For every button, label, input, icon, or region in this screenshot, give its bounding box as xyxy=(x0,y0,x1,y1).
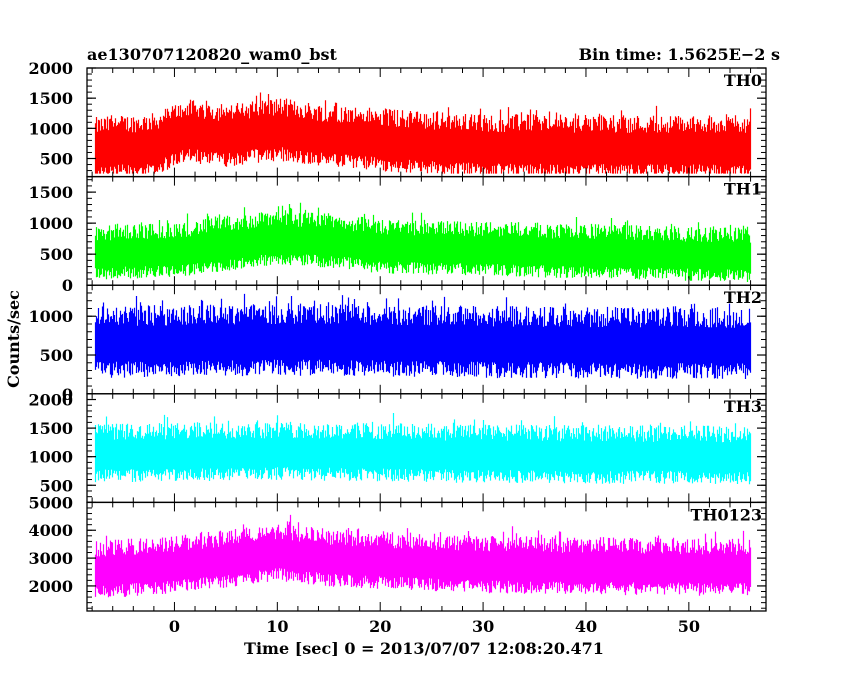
panel-label: TH1 xyxy=(724,180,762,199)
series-th3 xyxy=(94,413,752,485)
x-tick-label: 50 xyxy=(678,617,700,636)
y-tick-label: 500 xyxy=(40,476,73,495)
panel-th1: 0 500 1000 1500 TH1 xyxy=(28,175,767,295)
y-tick-label: 0 xyxy=(62,276,73,295)
series-th1 xyxy=(94,202,752,282)
observation-id-title: ae130707120820_wam0_bst xyxy=(87,45,338,64)
x-axis-label: Time [sec] 0 = 2013/07/07 12:08:20.471 xyxy=(244,639,604,658)
panel-frame xyxy=(86,501,767,612)
series-th0 xyxy=(94,92,752,174)
y-tick-label: 500 xyxy=(40,346,73,365)
y-tick-label: 500 xyxy=(40,150,73,169)
y-tick-label: 1000 xyxy=(28,214,73,233)
panel-label: TH0123 xyxy=(690,505,762,524)
y-tick-label: 2000 xyxy=(28,391,73,410)
y-tick-label: 1000 xyxy=(28,119,73,138)
panel-th2: 0 500 1000 TH2 xyxy=(28,284,767,404)
y-tick-label: 1500 xyxy=(28,183,73,202)
y-tick-label: 4000 xyxy=(28,521,73,540)
y-tick-label: 500 xyxy=(40,245,73,264)
series-th2 xyxy=(94,293,752,379)
y-tick-label: 1000 xyxy=(28,448,73,467)
x-tick-label: 10 xyxy=(266,617,288,636)
y-tick-label: 1000 xyxy=(28,307,73,326)
panel-label: TH2 xyxy=(724,288,762,307)
y-tick-label: 5000 xyxy=(28,493,73,512)
panel-label: TH3 xyxy=(724,397,762,416)
x-tick-label: 0 xyxy=(169,617,180,636)
y-tick-label: 0 xyxy=(62,385,73,404)
x-tick-label: 20 xyxy=(369,617,391,636)
x-tick-label: 40 xyxy=(575,617,597,636)
y-axis-label: Counts/sec xyxy=(4,290,23,388)
x-tick-label: 30 xyxy=(472,617,494,636)
panel-th3: 500 1000 1500 2000 TH3 xyxy=(28,391,767,504)
series-th0123 xyxy=(94,514,752,598)
y-tick-label: 1500 xyxy=(28,89,73,108)
y-tick-label: 3000 xyxy=(28,549,73,568)
panel-th0123: 2000 3000 4000 5000 TH0123 xyxy=(28,493,767,612)
y-tick-label: 1500 xyxy=(28,419,73,438)
y-tick-label: 2000 xyxy=(28,59,73,78)
y-tick-label: 2000 xyxy=(28,577,73,596)
bin-time-label: Bin time: 1.5625E−2 s xyxy=(579,45,780,64)
panel-label: TH0 xyxy=(724,71,762,90)
panel-th0: 500 1000 1500 2000 TH0 xyxy=(28,59,767,178)
